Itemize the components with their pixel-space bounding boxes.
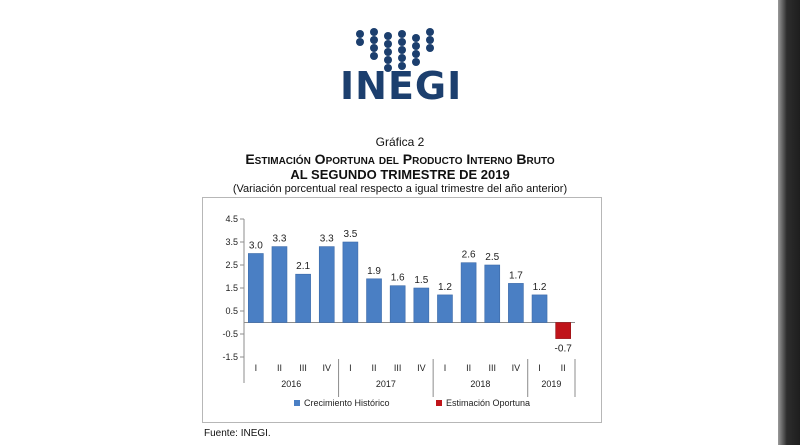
- chart-note: (Variación porcentual real respecto a ig…: [232, 183, 568, 195]
- y-tick-label: 1.5: [225, 283, 238, 293]
- x-tick-label: IV: [322, 363, 331, 373]
- source-note: Fuente: INEGI.: [204, 428, 271, 439]
- data-label: 1.9: [367, 266, 381, 277]
- year-label: 2018: [470, 379, 490, 389]
- data-label: 1.5: [414, 275, 428, 286]
- x-tick-label: II: [372, 363, 377, 373]
- year-label: 2016: [281, 379, 301, 389]
- data-label: 3.3: [273, 234, 287, 245]
- brand-name: INEGI: [340, 64, 463, 108]
- x-tick-label: III: [394, 363, 402, 373]
- x-tick-label: I: [255, 363, 258, 373]
- x-tick-label: II: [277, 363, 282, 373]
- bar-historico: [248, 253, 264, 323]
- logo-dot: [426, 28, 434, 36]
- y-tick-label: 0.5: [225, 306, 238, 316]
- chart-title: Estimación Oportuna del Producto Interno…: [245, 151, 555, 167]
- legend-swatch: [436, 400, 442, 406]
- bar-historico: [531, 294, 548, 323]
- data-label: 1.6: [391, 273, 405, 284]
- y-tick-label: -0.5: [222, 329, 238, 339]
- logo-dot: [412, 50, 420, 58]
- bar-historico: [366, 278, 382, 323]
- year-label: 2019: [541, 379, 561, 389]
- bar-historico: [295, 273, 311, 323]
- bar-historico: [318, 246, 335, 323]
- logo-dot: [356, 30, 364, 38]
- x-tick-label: IV: [417, 363, 426, 373]
- legend-label: Estimación Oportuna: [446, 398, 530, 408]
- x-tick-label: I: [538, 363, 541, 373]
- logo-dot: [412, 58, 420, 66]
- logo-dot: [412, 34, 420, 42]
- logo-dot: [398, 38, 406, 46]
- x-tick-label: II: [466, 363, 471, 373]
- bar-historico: [413, 287, 430, 323]
- document-page: INEGI Gráfica 2 Estimación Oportuna del …: [0, 0, 778, 445]
- bar-historico: [484, 264, 501, 323]
- data-label: -0.7: [555, 344, 573, 355]
- bar-historico: [389, 285, 406, 323]
- x-tick-label: IV: [512, 363, 521, 373]
- bar-chart: 4.5 3.5 2.5 1.5 0.5 -0.5 -1.5 3.0 3.3 2.1 3.3 3.5 1.…: [222, 214, 576, 408]
- legend-swatch: [294, 400, 300, 406]
- data-label: 3.5: [343, 229, 357, 240]
- bar-historico: [271, 246, 288, 323]
- bar-historico: [460, 262, 477, 323]
- logo-dot: [370, 44, 378, 52]
- viewer-edge: [778, 0, 800, 445]
- data-label: 3.3: [320, 234, 334, 245]
- logo-dot: [370, 52, 378, 60]
- data-label: 2.5: [485, 252, 499, 263]
- bar-historico: [342, 241, 359, 323]
- year-label: 2017: [376, 379, 396, 389]
- logo-dot: [384, 32, 392, 40]
- data-label: 3.0: [249, 241, 263, 252]
- data-label: 2.6: [462, 250, 476, 261]
- logo-dot: [426, 36, 434, 44]
- logo-dot: [384, 40, 392, 48]
- logo-dot: [384, 56, 392, 64]
- data-label: 1.7: [509, 270, 523, 281]
- x-tick-label: II: [561, 363, 566, 373]
- logo-dot: [398, 46, 406, 54]
- chart-frame: 4.5 3.5 2.5 1.5 0.5 -0.5 -1.5 3.0 3.3 2.1 3.3 3.5 1.…: [202, 197, 602, 423]
- logo-dot: [370, 36, 378, 44]
- bar-estimacion: [555, 322, 571, 339]
- logo-dot: [398, 54, 406, 62]
- data-label: 1.2: [533, 282, 547, 293]
- x-tick-label: III: [299, 363, 307, 373]
- logo-dot: [356, 38, 364, 46]
- logo-dot: [370, 28, 378, 36]
- x-tick-label: III: [488, 363, 496, 373]
- logo-dot: [384, 48, 392, 56]
- legend-label: Crecimiento Histórico: [304, 398, 390, 408]
- logo-dot: [426, 44, 434, 52]
- data-label: 1.2: [438, 282, 452, 293]
- logo-dot: [398, 62, 406, 70]
- y-tick-label: -1.5: [222, 352, 238, 362]
- logo-dot: [384, 64, 392, 72]
- chart-subtitle: al segundo trimestre de 2019: [290, 167, 510, 182]
- logo-dot: [398, 30, 406, 38]
- y-tick-label: 3.5: [225, 237, 238, 247]
- bar-historico: [437, 294, 453, 323]
- logo-dot: [412, 42, 420, 50]
- chart-number: Gráfica 2: [375, 135, 425, 149]
- inegi-logo-dots: [356, 28, 434, 72]
- y-tick-label: 2.5: [225, 260, 238, 270]
- x-tick-label: I: [444, 363, 447, 373]
- data-label: 2.1: [296, 261, 310, 272]
- y-tick-label: 4.5: [225, 214, 238, 224]
- x-tick-label: I: [349, 363, 352, 373]
- bar-historico: [508, 283, 524, 323]
